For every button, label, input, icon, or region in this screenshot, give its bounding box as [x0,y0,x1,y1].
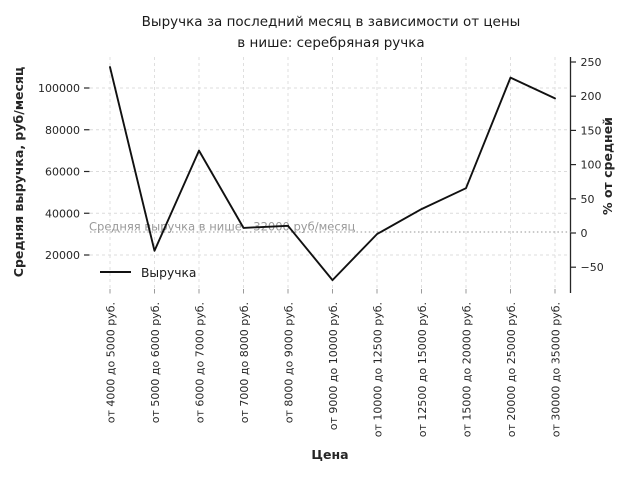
y-tick-label-right: 0 [581,227,588,240]
x-tick-label: от 30000 до 35000 руб. [550,302,563,437]
average-line-label: Средняя выручка в нише - 32000 руб/месяц [89,220,356,234]
y-tick-label-right: 250 [581,56,602,69]
x-tick-label: от 4000 до 5000 руб. [105,302,118,423]
y-tick-label-right: −50 [581,261,604,274]
x-tick-label: от 5000 до 6000 руб. [149,302,162,423]
y-tick-label-left: 100000 [38,82,80,95]
y-tick-label-left: 60000 [45,166,80,179]
x-tick-label: от 12500 до 15000 руб. [416,302,429,437]
y-axis-label-left: Средняя выручка, руб/месяц [11,67,26,277]
grid-layer [90,57,571,288]
x-tick-label: от 8000 до 9000 руб. [283,302,296,423]
y-tick-label-left: 20000 [45,249,80,262]
x-tick-label: от 20000 до 25000 руб. [505,302,518,437]
y-tick-label-right: 200 [581,90,602,103]
x-tick-label: от 10000 до 12500 руб. [372,302,385,437]
x-tick-label: от 6000 до 7000 руб. [194,302,207,423]
x-tick-label: от 7000 до 8000 руб. [238,302,251,423]
y-tick-label-left: 80000 [45,124,80,137]
x-tick-label: от 9000 до 10000 руб. [327,302,340,430]
y-tick-label-left: 40000 [45,207,80,220]
axis-layer: 20000 40000 60000 80000 100000 −50 0 50 100 150 20… [38,56,604,437]
legend: Выручка [100,266,196,280]
chart-title-line1: Выручка за последний месяц в зависимости… [142,14,521,30]
y-axis-label-right: % от средней [600,117,615,215]
x-axis-label: Цена [311,447,348,462]
y-tick-label-right: 50 [581,193,595,206]
revenue-line-series [109,66,556,282]
y-tick-label-right: 150 [581,124,602,137]
x-tick-label: от 15000 до 20000 руб. [461,302,474,437]
chart-title-line2: в нише: серебряная ручка [237,35,424,51]
legend-label: Выручка [141,266,196,280]
y-tick-label-right: 100 [581,159,602,172]
